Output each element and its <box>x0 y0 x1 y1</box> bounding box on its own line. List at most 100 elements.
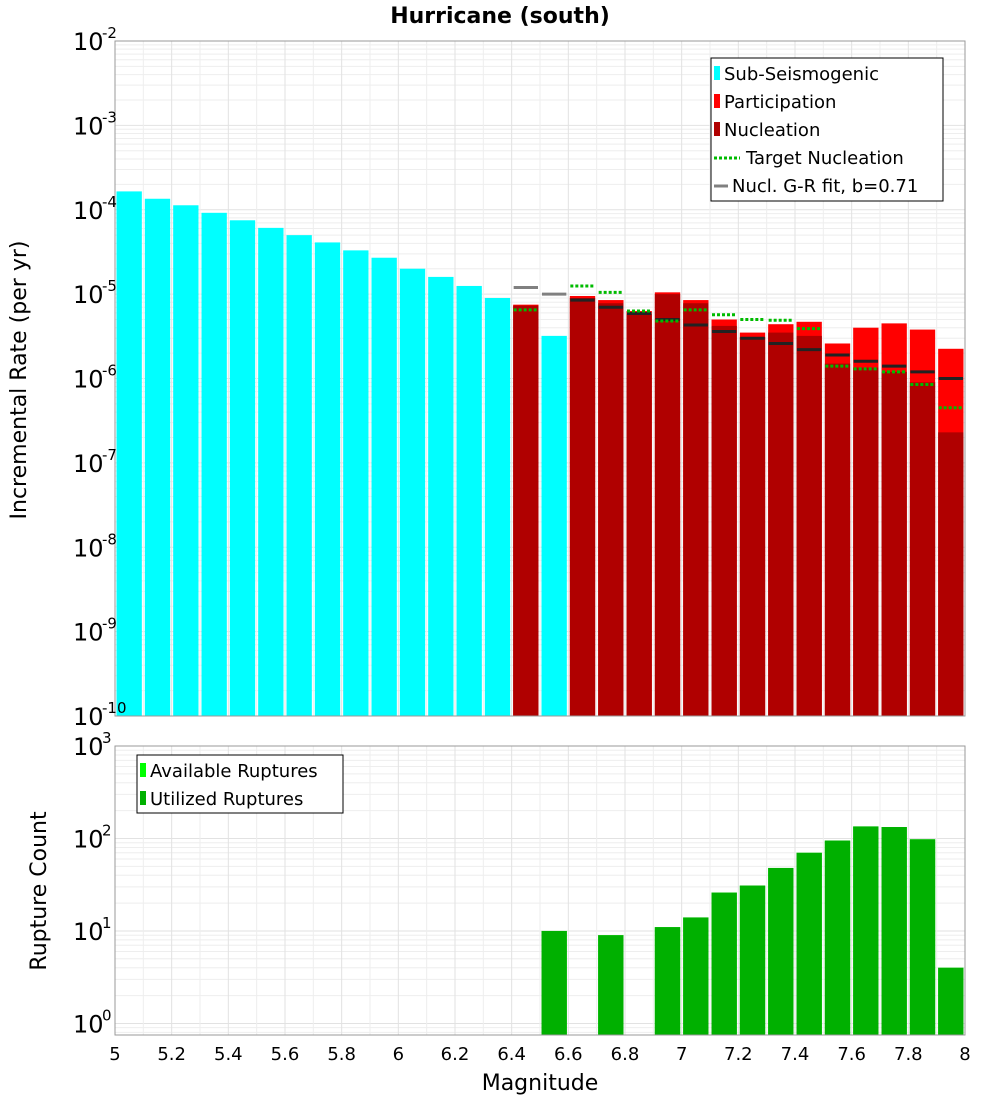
x-tick-label-6: 6 <box>393 1044 404 1065</box>
bar-nucleation <box>626 314 652 716</box>
bar-nucleation <box>569 297 596 716</box>
y-tick-exponent: -6 <box>102 362 117 380</box>
bar-nucleation <box>513 305 539 716</box>
top-y-axis-label: Incremental Rate (per yr) <box>7 241 32 520</box>
legend-label-available-ruptures: Available Ruptures <box>150 761 318 782</box>
bar-utilized-ruptures <box>598 935 624 1035</box>
y-tick-exponent: -2 <box>102 24 117 42</box>
y-tick-exponent: -4 <box>102 193 117 211</box>
x-tick-label-7: 7 <box>676 1044 687 1065</box>
bar-nucleation <box>796 335 822 716</box>
x-tick-label-5-8: 5.8 <box>327 1044 356 1065</box>
bar-sub-seismogenic <box>314 242 341 716</box>
legend-swatch-available-ruptures <box>140 763 146 777</box>
legend-label-sub-seismogenic: Sub-Seismogenic <box>724 64 879 85</box>
x-tick-labels: 5 5.2 5.4 5.6 5.8 6 6.2 6.4 6.6 6.8 7 7.2 7.4 7.6 7.8 8 <box>109 1044 970 1065</box>
bar-utilized-ruptures <box>853 826 879 1035</box>
bar-utilized-ruptures <box>881 827 907 1035</box>
top-bars <box>116 191 964 717</box>
bar-sub-seismogenic <box>286 235 312 716</box>
y-tick-exponent: 2 <box>102 821 112 839</box>
bar-utilized-ruptures <box>739 885 766 1035</box>
x-tick-label-7-2: 7.2 <box>724 1044 753 1065</box>
bar-nucleation <box>683 303 709 716</box>
y-tick-exponent: -8 <box>102 530 117 548</box>
bar-utilized-ruptures <box>541 930 567 1035</box>
legend-swatch-participation <box>714 94 720 108</box>
top-line-markers <box>513 284 963 410</box>
bar-sub-seismogenic <box>343 250 369 717</box>
y-tick-label: 10 <box>73 112 104 140</box>
bar-utilized-ruptures <box>683 917 709 1035</box>
y-tick-label: 10 <box>73 1010 104 1038</box>
bottom-y-axis-label: Rupture Count <box>27 811 52 971</box>
x-tick-label-5-4: 5.4 <box>214 1044 243 1065</box>
x-tick-label-6-4: 6.4 <box>497 1044 526 1065</box>
bar-sub-seismogenic <box>144 198 171 717</box>
bar-nucleation <box>739 337 766 716</box>
x-tick-label-8: 8 <box>959 1044 970 1065</box>
y-tick-label: 10 <box>73 825 104 853</box>
y-tick-label: 10 <box>73 918 104 946</box>
x-tick-label-6-2: 6.2 <box>441 1044 470 1065</box>
bar-nucleation <box>711 325 737 716</box>
y-tick-exponent: 0 <box>102 1006 112 1024</box>
y-tick-exponent: -7 <box>102 446 117 464</box>
y-tick-exponent: -5 <box>102 277 117 295</box>
legend-swatch-utilized-ruptures <box>140 791 146 805</box>
x-tick-label-5-6: 5.6 <box>271 1044 300 1065</box>
bar-nucleation <box>938 432 964 716</box>
bottom-bars <box>541 826 964 1035</box>
chart-title: Hurricane (south) <box>390 4 610 29</box>
bar-utilized-ruptures <box>938 967 964 1035</box>
bar-sub-seismogenic <box>201 212 227 716</box>
top-legend-box <box>710 57 944 202</box>
bar-sub-seismogenic <box>484 297 511 716</box>
legend-label-gr-fit: Nucl. G-R fit, b=0.71 <box>732 176 918 197</box>
y-tick-label: 10 <box>73 619 104 647</box>
bar-utilized-ruptures <box>654 927 681 1035</box>
x-axis-label: Magnitude <box>482 1071 599 1096</box>
bar-sub-seismogenic <box>399 268 426 716</box>
x-tick-label-7-4: 7.4 <box>781 1044 810 1065</box>
bar-utilized-ruptures <box>768 867 794 1035</box>
x-tick-label-7-8: 7.8 <box>894 1044 923 1065</box>
bar-sub-seismogenic <box>371 257 397 716</box>
x-tick-label-7-6: 7.6 <box>837 1044 866 1065</box>
legend-label-target-nucleation: Target Nucleation <box>745 148 904 169</box>
bar-utilized-ruptures <box>711 892 737 1035</box>
bar-nucleation <box>654 294 681 716</box>
legend-label-utilized-ruptures: Utilized Ruptures <box>150 789 303 810</box>
y-tick-exponent: 3 <box>102 729 112 747</box>
bar-nucleation <box>824 363 851 716</box>
bar-nucleation <box>598 303 624 716</box>
bar-utilized-ruptures <box>909 839 936 1035</box>
bar-sub-seismogenic <box>173 205 199 717</box>
legend-swatch-nucleation <box>714 122 720 136</box>
legend-label-participation: Participation <box>724 92 836 113</box>
bar-sub-seismogenic <box>258 227 284 716</box>
y-tick-exponent: 1 <box>102 914 112 932</box>
bar-sub-seismogenic <box>428 276 454 716</box>
bar-sub-seismogenic <box>456 285 482 716</box>
y-tick-label: 10 <box>73 281 104 309</box>
y-tick-exponent: -3 <box>102 108 117 126</box>
y-tick-label: 10 <box>73 534 104 562</box>
top-plot-frame <box>114 40 966 717</box>
x-tick-label-6-6: 6.6 <box>554 1044 583 1065</box>
y-tick-exponent: -10 <box>102 699 127 717</box>
x-tick-label-5-2: 5.2 <box>157 1044 186 1065</box>
bar-nucleation <box>881 371 907 716</box>
bar-sub-seismogenic <box>229 220 256 717</box>
bottom-legend: Available Ruptures Utilized Ruptures <box>136 754 344 814</box>
bar-sub-seismogenic <box>116 191 142 717</box>
y-tick-label: 10 <box>73 28 104 56</box>
x-tick-label-6-8: 6.8 <box>611 1044 640 1065</box>
y-tick-label: 10 <box>73 450 104 478</box>
bar-sub-seismogenic <box>541 335 567 716</box>
y-tick-label: 10 <box>73 366 104 394</box>
top-legend: Sub-Seismogenic Participation Nucleation… <box>710 57 944 202</box>
legend-swatch-sub-seismogenic <box>714 66 720 80</box>
